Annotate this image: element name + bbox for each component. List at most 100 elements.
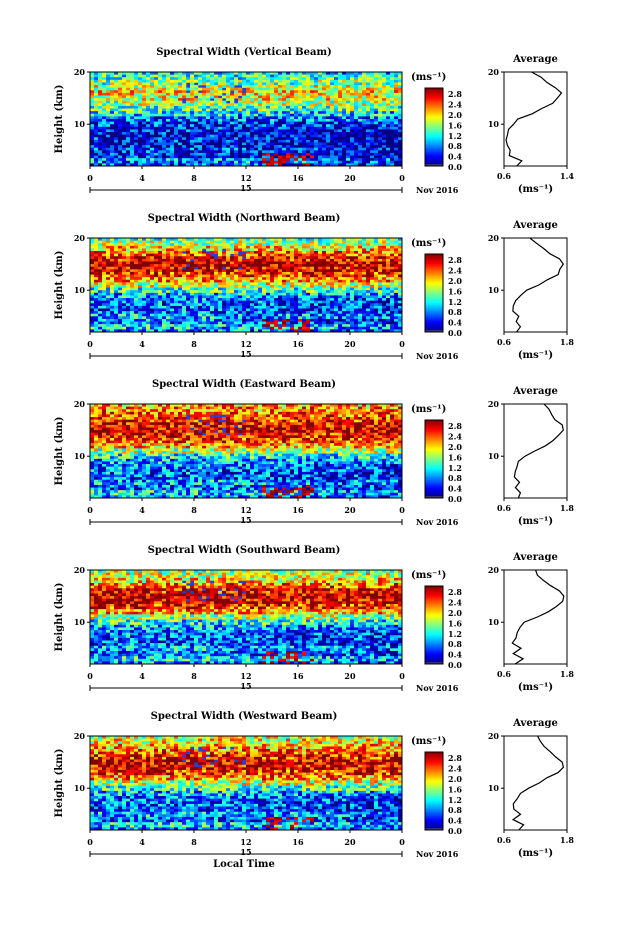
heatmap-cell — [174, 251, 178, 254]
heatmap-cell — [262, 248, 266, 251]
heatmap-cell — [326, 293, 330, 296]
heatmap-cell — [146, 82, 150, 85]
heatmap-cell — [266, 103, 270, 106]
heatmap-cell — [210, 96, 214, 99]
heatmap-cell — [194, 246, 198, 249]
heatmap-cell — [118, 132, 122, 135]
heatmap-cell — [298, 101, 302, 104]
heatmap-cell — [366, 282, 370, 285]
heatmap-cell — [110, 80, 114, 83]
heatmap-cell — [166, 122, 170, 125]
heatmap-cell — [114, 114, 118, 117]
heatmap-cell — [94, 77, 98, 80]
heatmap-cell — [206, 127, 210, 130]
heatmap-cell — [390, 301, 394, 304]
heatmap-cell — [242, 262, 246, 265]
heatmap-cell — [106, 98, 110, 101]
heatmap-cell — [230, 161, 234, 164]
heatmap-cell — [342, 306, 346, 309]
heatmap-cell — [98, 85, 102, 88]
heatmap-cell — [334, 248, 338, 251]
heatmap-cell — [334, 75, 338, 78]
heatmap-cell — [294, 101, 298, 104]
heatmap-cell — [130, 241, 134, 244]
heatmap-cell — [162, 301, 166, 304]
heatmap-cell — [382, 262, 386, 265]
heatmap-cell — [250, 269, 254, 272]
heatmap-cell — [386, 137, 390, 140]
heatmap-cell — [206, 161, 210, 164]
heatmap-cell — [246, 85, 250, 88]
heatmap-cell — [142, 301, 146, 304]
heatmap-cell — [90, 262, 94, 265]
heatmap-cell — [294, 277, 298, 280]
heatmap-cell — [230, 288, 234, 291]
heatmap-cell — [226, 241, 230, 244]
heatmap-cell — [182, 135, 186, 138]
heatmap-cell — [310, 137, 314, 140]
heatmap-cell — [146, 75, 150, 78]
heatmap-cell — [266, 251, 270, 254]
heatmap-cell — [186, 246, 190, 249]
heatmap-cell — [130, 109, 134, 112]
heatmap-cell — [146, 254, 150, 257]
heatmap-cell — [138, 303, 142, 306]
heatmap-cell — [318, 277, 322, 280]
heatmap-cell — [234, 109, 238, 112]
heatmap-cell — [218, 290, 222, 293]
heatmap-cell — [130, 75, 134, 78]
heatmap-cell — [178, 96, 182, 99]
heatmap-cell — [278, 116, 282, 119]
heatmap-cell — [174, 93, 178, 96]
heatmap-cell — [122, 82, 126, 85]
heatmap-cell — [366, 285, 370, 288]
heatmap-cell — [106, 282, 110, 285]
heatmap-cell — [130, 106, 134, 109]
heatmap-cell — [322, 156, 326, 159]
heatmap-cell — [218, 156, 222, 159]
heatmap-cell — [266, 241, 270, 244]
heatmap-cell — [338, 262, 342, 265]
heatmap-cell — [138, 262, 142, 265]
heatmap-cell — [106, 88, 110, 91]
heatmap-cell — [214, 161, 218, 164]
heatmap-cell — [174, 272, 178, 275]
heatmap-cell — [338, 150, 342, 153]
heatmap-cell — [210, 277, 214, 280]
heatmap-cell — [334, 254, 338, 257]
heatmap-cell — [390, 290, 394, 293]
heatmap-cell — [102, 269, 106, 272]
heatmap-cell — [266, 256, 270, 259]
heatmap-cell — [290, 82, 294, 85]
heatmap-cell — [222, 119, 226, 122]
heatmap-cell — [190, 269, 194, 272]
heatmap-cell — [214, 262, 218, 265]
heatmap-cell — [306, 158, 310, 161]
heatmap-cell — [90, 106, 94, 109]
heatmap-cell — [386, 150, 390, 153]
heatmap-cell — [198, 137, 202, 140]
colorbar-tick-label: 1.2 — [448, 131, 462, 141]
heatmap-cell — [230, 241, 234, 244]
heatmap-cell — [270, 259, 274, 262]
heatmap-cell — [342, 101, 346, 104]
heatmap-cell — [366, 259, 370, 262]
heatmap-cell — [374, 267, 378, 270]
heatmap-cell — [114, 119, 118, 122]
colorbar-swatch — [425, 154, 443, 156]
heatmap-cell — [138, 161, 142, 164]
heatmap-cell — [166, 262, 170, 265]
heatmap-cell — [358, 156, 362, 159]
heatmap-cell — [138, 243, 142, 246]
heatmap-cell — [222, 116, 226, 119]
heatmap-cell — [350, 132, 354, 135]
heatmap-cell — [166, 116, 170, 119]
heatmap-cell — [110, 132, 114, 135]
heatmap-cell — [134, 106, 138, 109]
heatmap-cell — [306, 88, 310, 91]
heatmap-cell — [278, 75, 282, 78]
heatmap-cell — [270, 156, 274, 159]
heatmap-cell — [350, 137, 354, 140]
heatmap-cell — [386, 272, 390, 275]
heatmap-cell — [190, 293, 194, 296]
